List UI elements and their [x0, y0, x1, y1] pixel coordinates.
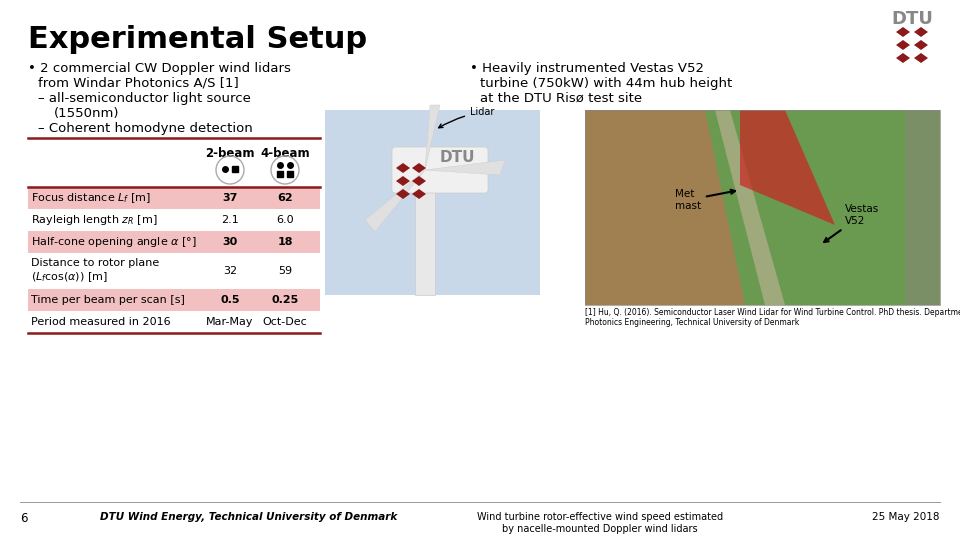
- Text: 62: 62: [277, 193, 293, 203]
- Text: Met
mast: Met mast: [675, 189, 735, 211]
- Text: Oct-Dec: Oct-Dec: [263, 317, 307, 327]
- Text: 25 May 2018: 25 May 2018: [873, 512, 940, 522]
- Polygon shape: [914, 53, 928, 63]
- Text: 32: 32: [223, 266, 237, 276]
- Polygon shape: [896, 53, 910, 63]
- Polygon shape: [740, 110, 835, 225]
- Polygon shape: [914, 27, 928, 37]
- Text: – Coherent homodyne detection: – Coherent homodyne detection: [38, 122, 252, 135]
- Polygon shape: [412, 189, 426, 199]
- Text: Vestas
V52: Vestas V52: [824, 204, 879, 242]
- Bar: [28, 253, 320, 289]
- Text: Focus distance $L_f$ [m]: Focus distance $L_f$ [m]: [31, 191, 151, 205]
- Text: 6.0: 6.0: [276, 215, 294, 225]
- Text: Rayleigh length $z_R$ [m]: Rayleigh length $z_R$ [m]: [31, 213, 157, 227]
- Text: • Heavily instrumented Vestas V52: • Heavily instrumented Vestas V52: [470, 62, 704, 75]
- Text: 0.5: 0.5: [220, 295, 240, 305]
- Text: 6: 6: [20, 512, 28, 525]
- Text: Mar-May: Mar-May: [206, 317, 253, 327]
- FancyBboxPatch shape: [392, 147, 488, 193]
- Bar: [325, 110, 540, 295]
- Text: DTU: DTU: [891, 10, 933, 28]
- Text: 37: 37: [223, 193, 238, 203]
- Polygon shape: [425, 105, 440, 170]
- Polygon shape: [896, 40, 910, 50]
- Polygon shape: [412, 163, 426, 173]
- Polygon shape: [412, 176, 426, 186]
- Text: Wind turbine rotor-effective wind speed estimated
by nacelle-mounted Doppler win: Wind turbine rotor-effective wind speed …: [477, 512, 723, 534]
- Text: Experimental Setup: Experimental Setup: [28, 25, 367, 54]
- Text: DTU: DTU: [440, 151, 475, 165]
- Text: • 2 commercial CW Doppler wind lidars: • 2 commercial CW Doppler wind lidars: [28, 62, 291, 75]
- Text: Time per beam per scan [s]: Time per beam per scan [s]: [31, 295, 185, 305]
- Text: from Windar Photonics A/S [1]: from Windar Photonics A/S [1]: [38, 77, 239, 90]
- Polygon shape: [396, 163, 410, 173]
- Bar: [28, 289, 320, 311]
- Text: Distance to rotor plane
$(L_f \cos(\alpha))$ [m]: Distance to rotor plane $(L_f \cos(\alph…: [31, 258, 159, 284]
- Text: turbine (750kW) with 44m hub height: turbine (750kW) with 44m hub height: [480, 77, 732, 90]
- Polygon shape: [396, 176, 410, 186]
- Text: 0.25: 0.25: [272, 295, 299, 305]
- Bar: [28, 187, 320, 209]
- Text: [1] Hu, Q. (2016). Semiconductor Laser Wind Lidar for Wind Turbine Control. PhD : [1] Hu, Q. (2016). Semiconductor Laser W…: [585, 308, 960, 327]
- Text: (1550nm): (1550nm): [54, 107, 119, 120]
- Polygon shape: [896, 27, 910, 37]
- Polygon shape: [425, 160, 505, 175]
- Polygon shape: [914, 40, 928, 50]
- Bar: [28, 209, 320, 231]
- Bar: [28, 231, 320, 253]
- Text: – all-semiconductor light source: – all-semiconductor light source: [38, 92, 251, 105]
- Bar: [585, 110, 940, 305]
- Text: 2-beam: 2-beam: [205, 147, 254, 160]
- Polygon shape: [715, 110, 785, 305]
- Text: Half-cone opening angle $\alpha$ [°]: Half-cone opening angle $\alpha$ [°]: [31, 235, 197, 249]
- Bar: [28, 311, 320, 333]
- Bar: [905, 110, 940, 305]
- Polygon shape: [365, 170, 425, 232]
- Text: 59: 59: [278, 266, 292, 276]
- Text: 30: 30: [223, 237, 238, 247]
- Text: 4-beam: 4-beam: [260, 147, 310, 160]
- Bar: [585, 110, 940, 305]
- Text: 18: 18: [277, 237, 293, 247]
- Text: 2.1: 2.1: [221, 215, 239, 225]
- Polygon shape: [585, 110, 745, 305]
- Polygon shape: [396, 189, 410, 199]
- Text: Period measured in 2016: Period measured in 2016: [31, 317, 171, 327]
- Bar: [415, 170, 435, 295]
- Text: Lidar: Lidar: [439, 107, 494, 128]
- Text: DTU Wind Energy, Technical University of Denmark: DTU Wind Energy, Technical University of…: [100, 512, 397, 522]
- Text: at the DTU Risø test site: at the DTU Risø test site: [480, 92, 642, 105]
